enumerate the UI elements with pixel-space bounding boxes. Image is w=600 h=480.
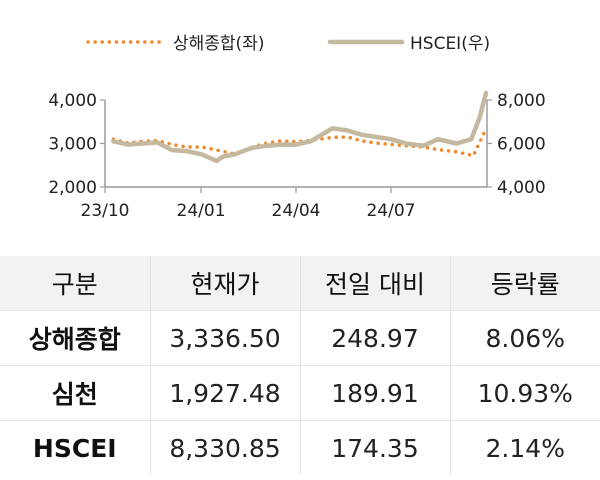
row-change: 189.91 — [299, 365, 450, 421]
header-change: 전일 대비 — [299, 256, 450, 311]
legend-label-right: HSCEI(우) — [410, 34, 490, 54]
row-name: 상해종합 — [0, 310, 150, 366]
y-left-tick-label: 3,000 — [48, 135, 97, 155]
header-category: 구분 — [0, 256, 150, 311]
header-price: 현재가 — [149, 256, 300, 311]
x-tick-label: 24/07 — [366, 201, 415, 221]
y-left-tick-label: 4,000 — [48, 91, 97, 111]
table-row: 상해종합 3,336.50 248.97 8.06% — [0, 310, 600, 366]
table-row: HSCEI 8,330.85 174.35 2.14% — [0, 420, 600, 475]
y-left-tick-label: 2,000 — [48, 178, 97, 198]
y-right-tick-label: 6,000 — [497, 135, 546, 155]
row-name: HSCEI — [0, 420, 150, 475]
row-price: 1,927.48 — [149, 365, 300, 421]
dual-axis-line-chart: 2,000 3,000 4,000 4,000 6,000 8,000 23/10 24/01… — [48, 34, 546, 221]
row-change: 174.35 — [299, 420, 450, 475]
table-row: 심천 1,927.48 189.91 10.93% — [0, 365, 600, 421]
row-pct: 8.06% — [449, 310, 600, 366]
y-right-tick-label: 4,000 — [497, 178, 546, 198]
row-price: 8,330.85 — [149, 420, 300, 475]
series-line-right — [111, 90, 489, 164]
x-tick-label: 23/10 — [81, 201, 130, 221]
header-pct: 등락률 — [449, 256, 600, 311]
index-table: 구분 현재가 전일 대비 등락률 상해종합 3,336.50 248.97 8.… — [0, 256, 600, 475]
y-right-tick-label: 8,000 — [497, 91, 546, 111]
row-pct: 2.14% — [449, 420, 600, 475]
row-change: 248.97 — [299, 310, 450, 366]
chart-area: 2,000 3,000 4,000 4,000 6,000 8,000 23/10 24/01… — [48, 34, 546, 221]
table-header-row: 구분 현재가 전일 대비 등락률 — [0, 256, 600, 311]
x-tick-label: 24/01 — [177, 201, 226, 221]
row-pct: 10.93% — [449, 365, 600, 421]
row-name: 심천 — [0, 365, 150, 421]
x-tick-label: 24/04 — [272, 201, 321, 221]
legend-label-left: 상해종합(좌) — [173, 34, 264, 54]
row-price: 3,336.50 — [149, 310, 300, 366]
